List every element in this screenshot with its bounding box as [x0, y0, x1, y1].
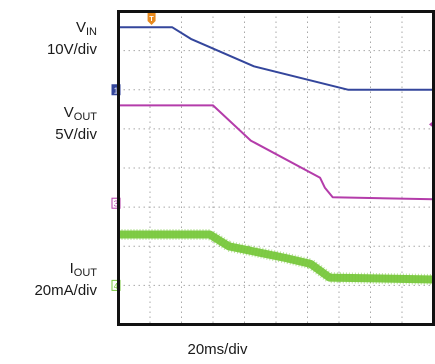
iout-trace-noise: [118, 229, 434, 285]
trigger-marker-label: T: [149, 16, 154, 23]
iout-channel-number: 4: [114, 282, 119, 291]
vout-trace: [118, 104, 434, 201]
vout-scale: 5V/div: [55, 126, 97, 143]
iout-symbol: I: [69, 260, 74, 277]
vout-subscript: OUT: [73, 111, 97, 123]
plot-frame: [117, 10, 435, 326]
grid: [118, 11, 434, 325]
vin-label: VIN 10V/div: [0, 19, 97, 59]
iout-scale: 20mA/div: [34, 282, 97, 299]
vin-subscript: IN: [86, 26, 97, 38]
vout-channel-number: 3: [114, 200, 119, 209]
iout-subscript: OUT: [73, 267, 97, 279]
vin-trace: [118, 26, 434, 91]
iout-label: IOUT 20mA/div: [0, 260, 97, 300]
vout-label: VOUT 5V/div: [0, 104, 97, 144]
timebase-label: 20ms/div: [187, 341, 248, 358]
vin-scale: 10V/div: [46, 41, 97, 58]
vout-symbol: V: [63, 104, 74, 121]
vin-symbol: V: [75, 19, 86, 36]
vin-channel-number: 1: [114, 86, 119, 95]
trigger-marker: [147, 12, 156, 25]
